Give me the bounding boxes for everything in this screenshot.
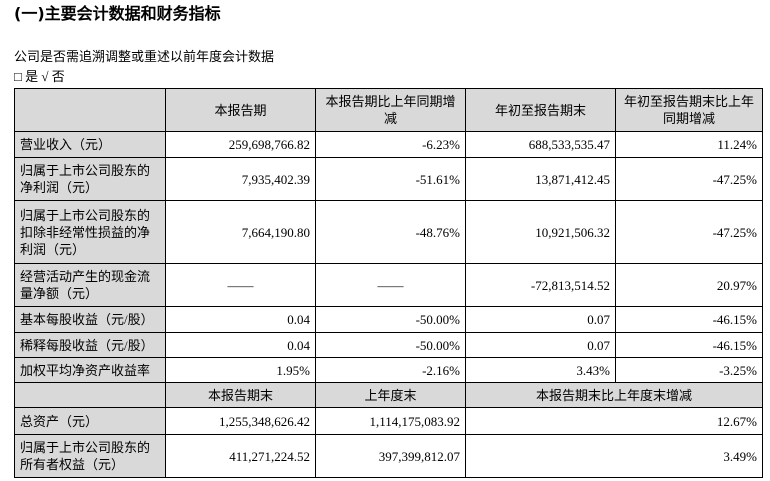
cell: 0.07 <box>465 332 616 358</box>
cell: 7,935,402.39 <box>165 157 316 201</box>
financial-table: 本报告期 本报告期比上年同期增减 年初至报告期末 年初至报告期末比上年同期增减 营业收入… <box>14 88 763 478</box>
cell: 上年度末 <box>315 382 466 408</box>
cell: -6.23% <box>315 131 466 158</box>
cell: -46.15% <box>615 332 763 358</box>
cell: 10,921,506.32 <box>465 200 616 264</box>
cell: 经营活动产生的现金流量净额（元） <box>14 263 166 307</box>
cell: 本报告期 <box>165 88 316 132</box>
cell: 归属于上市公司股东的所有者权益（元） <box>14 434 166 478</box>
cell: 1,255,348,626.42 <box>165 407 316 435</box>
cell: —— <box>165 263 316 307</box>
cell: 11.24% <box>615 131 763 158</box>
cell: 年初至报告期末比上年同期增减 <box>615 88 763 132</box>
data-row: 归属于上市公司股东的所有者权益（元） 411,271,224.52 397,399,… <box>14 434 763 478</box>
restatement-question: 公司是否需追溯调整或重述以前年度会计数据 <box>14 49 275 64</box>
cell: 3.49% <box>465 434 763 478</box>
cell: -46.15% <box>615 306 763 333</box>
cell: 营业收入（元） <box>14 131 166 158</box>
cell: 13,871,412.45 <box>465 157 616 201</box>
cell: -48.76% <box>315 200 466 264</box>
data-row: 总资产（元） 1,255,348,626.42 1,114,175,083.92 12… <box>14 407 763 435</box>
cell: 259,698,766.82 <box>165 131 316 158</box>
cell: -50.00% <box>315 332 466 358</box>
cell: 加权平均净资产收益率 <box>14 357 166 383</box>
cell: 688,533,535.47 <box>465 131 616 158</box>
cell: —— <box>315 263 466 307</box>
cell: 411,271,224.52 <box>165 434 316 478</box>
cell: 7,664,190.80 <box>165 200 316 264</box>
cell: 20.97% <box>615 263 763 307</box>
section-title: (一)主要会计数据和财务指标 <box>14 4 221 23</box>
cell: 1.95% <box>165 357 316 383</box>
cell: 归属于上市公司股东的扣除非经常性损益的净利润（元） <box>14 200 166 264</box>
cell: 归属于上市公司股东的净利润（元） <box>14 157 166 201</box>
cell: -47.25% <box>615 200 763 264</box>
header-row: 本报告期末 上年度末 本报告期末比上年度末增减 <box>14 382 763 408</box>
restatement-choice: □ 是 √ 否 <box>14 69 65 84</box>
header-row: 本报告期 本报告期比上年同期增减 年初至报告期末 年初至报告期末比上年同期增减 <box>14 88 763 132</box>
data-row: 经营活动产生的现金流量净额（元） —— —— -72,813,514.52 20.97% <box>14 263 763 307</box>
cell: 基本每股收益（元/股） <box>14 306 166 333</box>
cell: 稀释每股收益（元/股） <box>14 332 166 358</box>
cell: -50.00% <box>315 306 466 333</box>
data-row: 归属于上市公司股东的扣除非经常性损益的净利润（元） 7,664,190.80 -48… <box>14 200 763 264</box>
cell: -3.25% <box>615 357 763 383</box>
table-body: 本报告期 本报告期比上年同期增减 年初至报告期末 年初至报告期末比上年同期增减 营业收入… <box>14 88 763 478</box>
cell: 本报告期末比上年度末增减 <box>465 382 763 408</box>
cell: 397,399,812.07 <box>315 434 466 478</box>
empty-cell <box>14 382 166 408</box>
cell: 本报告期末 <box>165 382 316 408</box>
cell: 年初至报告期末 <box>465 88 616 132</box>
data-row: 基本每股收益（元/股） 0.04 -50.00% 0.07 -46.15% <box>14 306 763 333</box>
cell: -72,813,514.52 <box>465 263 616 307</box>
cell: 1,114,175,083.92 <box>315 407 466 435</box>
data-row: 归属于上市公司股东的净利润（元） 7,935,402.39 -51.61% 13,87… <box>14 157 763 201</box>
cell: 0.07 <box>465 306 616 333</box>
cell: 3.43% <box>465 357 616 383</box>
cell: 0.04 <box>165 306 316 333</box>
cell: -47.25% <box>615 157 763 201</box>
cell: 本报告期比上年同期增减 <box>315 88 466 132</box>
cell: -2.16% <box>315 357 466 383</box>
cell: 12.67% <box>465 407 763 435</box>
data-row: 稀释每股收益（元/股） 0.04 -50.00% 0.07 -46.15% <box>14 332 763 358</box>
empty-cell <box>14 88 166 132</box>
data-row: 加权平均净资产收益率 1.95% -2.16% 3.43% -3.25% <box>14 357 763 383</box>
data-row: 营业收入（元） 259,698,766.82 -6.23% 688,533,535.4… <box>14 131 763 158</box>
cell: -51.61% <box>315 157 466 201</box>
cell: 0.04 <box>165 332 316 358</box>
cell: 总资产（元） <box>14 407 166 435</box>
